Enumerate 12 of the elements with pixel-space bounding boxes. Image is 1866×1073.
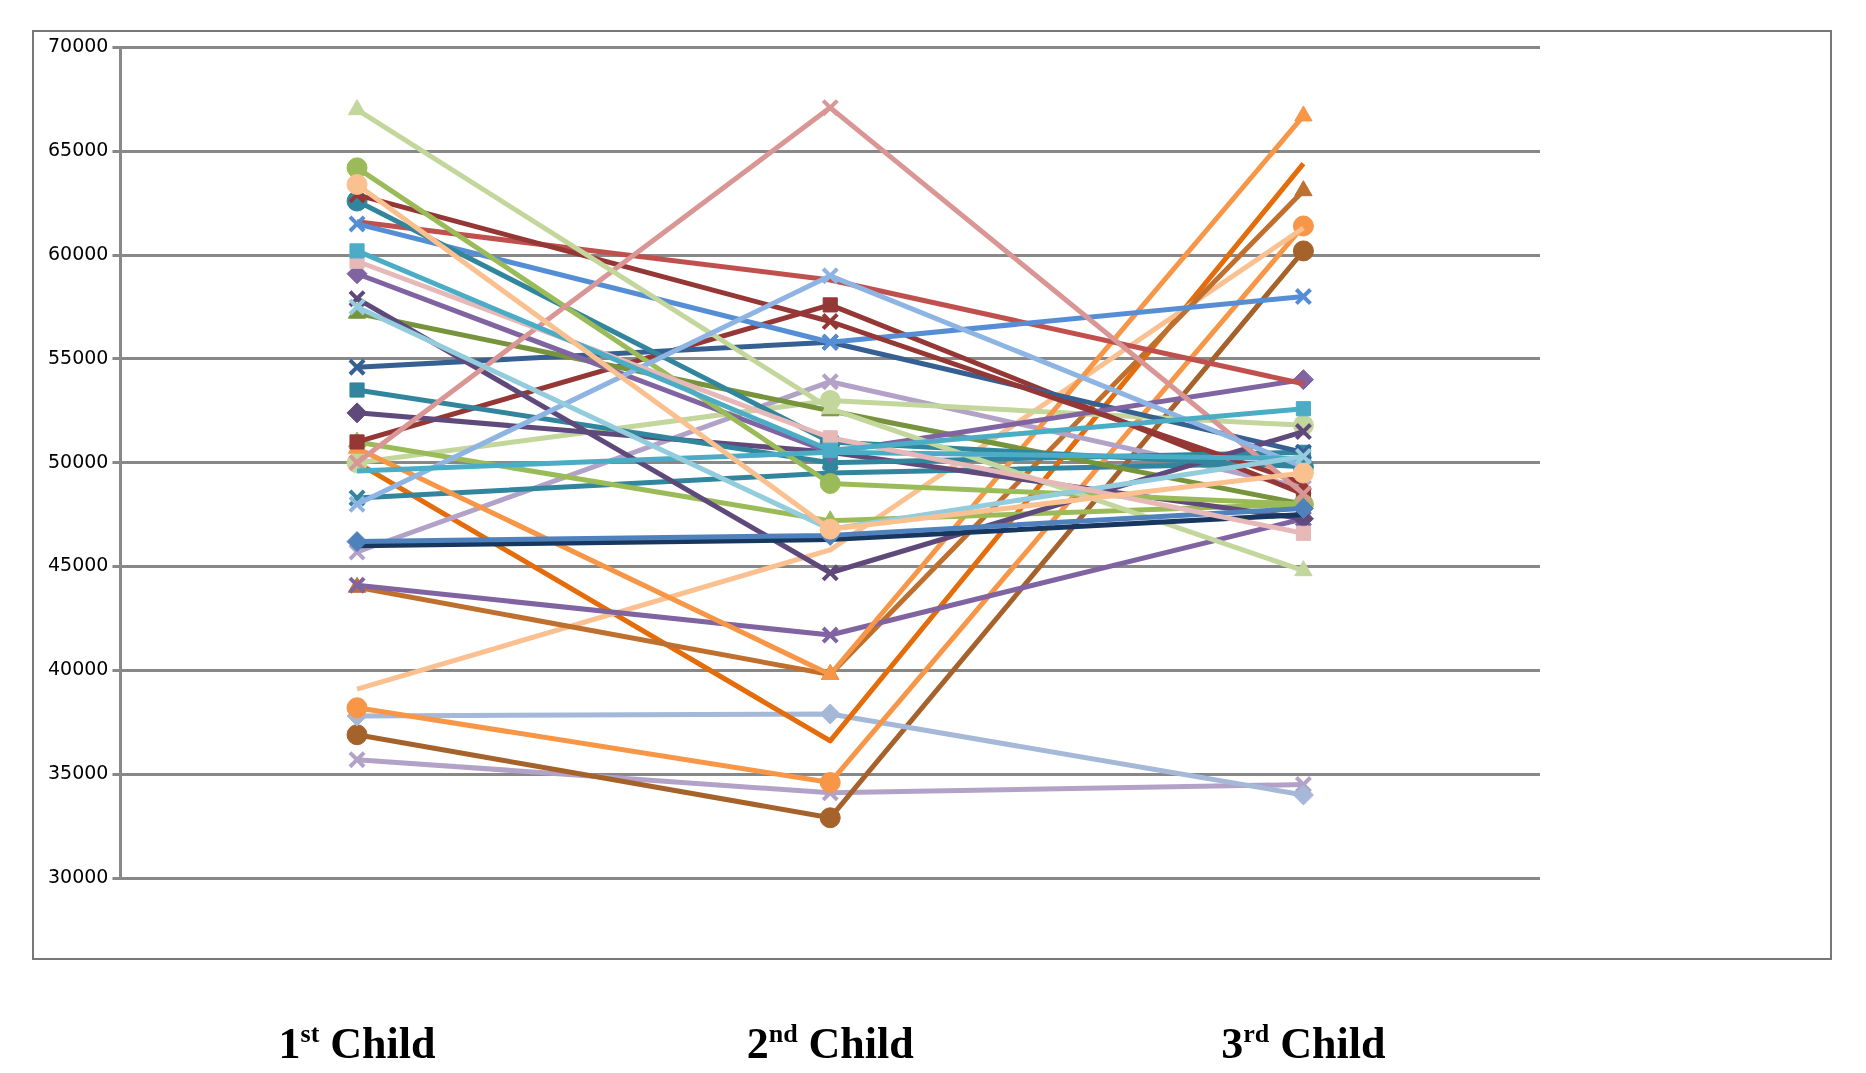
y-tick-label: 65000 bbox=[47, 138, 109, 161]
y-tick-label: 60000 bbox=[47, 241, 109, 264]
x-tick-label: 2$^{nd}$ Child bbox=[746, 1018, 914, 1069]
y-tick-label: 50000 bbox=[47, 449, 109, 472]
y-tick-label: 45000 bbox=[47, 553, 109, 576]
y-tick-label: 30000 bbox=[47, 864, 109, 887]
y-tick-label: 35000 bbox=[47, 761, 109, 784]
x-tick-label: 1$^{st}$ Child bbox=[278, 1018, 436, 1069]
y-tick-label: 70000 bbox=[47, 34, 109, 57]
y-tick-label: 40000 bbox=[47, 657, 109, 680]
y-tick-label: 55000 bbox=[47, 345, 109, 368]
x-tick-label: 3$^{rd}$ Child bbox=[1221, 1018, 1386, 1069]
